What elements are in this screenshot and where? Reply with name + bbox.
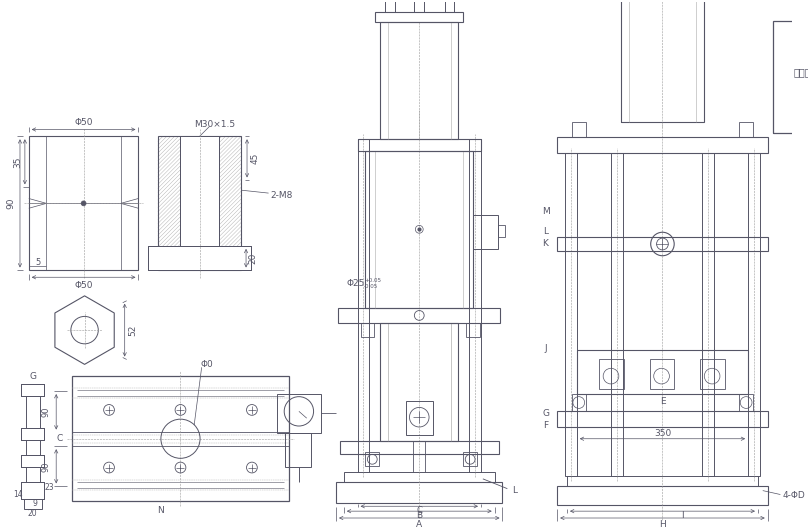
- Bar: [336, 482, 503, 503]
- Bar: [473, 215, 498, 249]
- Text: Φ50: Φ50: [74, 118, 93, 127]
- Bar: [406, 400, 433, 435]
- Text: N: N: [158, 506, 164, 515]
- Bar: [158, 136, 241, 270]
- Bar: [21, 428, 44, 440]
- Bar: [21, 482, 44, 500]
- Text: C: C: [416, 506, 423, 515]
- Bar: [358, 139, 481, 151]
- Bar: [285, 433, 310, 467]
- Text: H: H: [659, 520, 666, 529]
- Bar: [380, 22, 458, 139]
- Text: G: G: [542, 409, 549, 418]
- Text: 23: 23: [44, 483, 54, 492]
- Text: 2-M8: 2-M8: [271, 191, 292, 200]
- Bar: [444, 0, 454, 12]
- Bar: [21, 384, 44, 396]
- Bar: [148, 246, 251, 270]
- Text: L: L: [543, 227, 548, 236]
- Text: 35: 35: [14, 156, 23, 168]
- Bar: [277, 393, 322, 433]
- Bar: [338, 307, 500, 323]
- Bar: [148, 246, 251, 270]
- Bar: [180, 136, 219, 270]
- Bar: [748, 153, 760, 476]
- Bar: [621, 0, 704, 122]
- Bar: [21, 384, 44, 396]
- Bar: [29, 136, 138, 270]
- Bar: [21, 456, 44, 467]
- Text: 4-ΦD: 4-ΦD: [782, 491, 805, 500]
- Bar: [772, 21, 808, 133]
- Bar: [360, 323, 374, 337]
- Text: L: L: [512, 486, 517, 495]
- Text: 20: 20: [28, 509, 37, 518]
- Bar: [558, 412, 768, 427]
- Bar: [498, 225, 505, 237]
- Bar: [344, 472, 494, 482]
- Text: Φ50: Φ50: [74, 280, 93, 289]
- Bar: [180, 136, 219, 270]
- Bar: [572, 393, 586, 412]
- Bar: [365, 452, 379, 466]
- Text: 14: 14: [13, 490, 23, 499]
- Bar: [340, 441, 499, 455]
- Bar: [21, 428, 44, 440]
- Text: 電控箱: 電控箱: [793, 67, 808, 77]
- Bar: [21, 456, 44, 467]
- Text: M30×1.5: M30×1.5: [194, 120, 235, 129]
- Bar: [463, 452, 477, 466]
- Text: Φ0: Φ0: [200, 360, 213, 369]
- Text: K: K: [542, 239, 549, 249]
- Text: 90: 90: [42, 461, 51, 472]
- Bar: [600, 359, 624, 389]
- Text: J: J: [545, 344, 547, 353]
- Text: G: G: [29, 372, 36, 381]
- Bar: [358, 139, 369, 472]
- Bar: [375, 12, 463, 22]
- Bar: [739, 393, 753, 412]
- Text: 90: 90: [6, 198, 15, 209]
- Text: Φ25: Φ25: [347, 279, 365, 288]
- Text: F: F: [543, 421, 548, 430]
- Bar: [26, 384, 40, 500]
- Bar: [24, 500, 41, 509]
- Text: 20: 20: [248, 253, 258, 264]
- Bar: [701, 359, 725, 389]
- Bar: [558, 138, 768, 153]
- Text: 5: 5: [35, 258, 40, 267]
- Bar: [567, 476, 758, 486]
- Bar: [565, 153, 577, 476]
- Text: +0.05
-0.05: +0.05 -0.05: [364, 278, 381, 288]
- Bar: [702, 153, 713, 476]
- Text: B: B: [416, 511, 423, 519]
- Text: M: M: [541, 207, 549, 216]
- Text: I: I: [680, 511, 684, 519]
- Bar: [380, 323, 458, 441]
- Circle shape: [81, 201, 86, 206]
- Text: 9: 9: [32, 499, 37, 508]
- Text: 45: 45: [250, 152, 259, 164]
- Bar: [415, 0, 424, 12]
- Text: E: E: [659, 397, 665, 406]
- Text: 90: 90: [42, 407, 51, 417]
- Text: C: C: [57, 434, 63, 443]
- Bar: [21, 482, 44, 500]
- Bar: [365, 151, 473, 307]
- Bar: [558, 237, 768, 251]
- Text: A: A: [416, 520, 423, 529]
- Text: 52: 52: [128, 324, 137, 336]
- Bar: [577, 350, 748, 393]
- Text: 350: 350: [654, 430, 671, 439]
- Bar: [466, 323, 480, 337]
- Bar: [611, 153, 623, 476]
- Bar: [385, 0, 395, 12]
- Bar: [72, 376, 289, 501]
- Bar: [469, 139, 481, 472]
- Bar: [739, 122, 753, 138]
- Bar: [558, 486, 768, 506]
- Bar: [572, 122, 586, 138]
- Bar: [650, 359, 674, 389]
